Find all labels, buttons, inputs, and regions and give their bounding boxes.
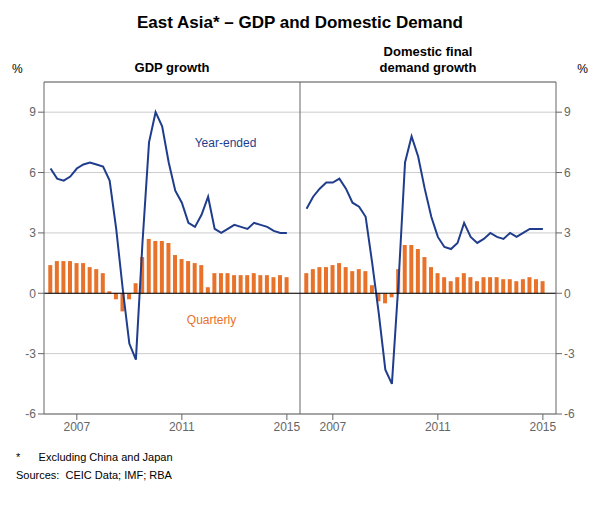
html-text:demand growth: demand growth (379, 60, 477, 75)
svg-text:0: 0 (564, 287, 571, 301)
html-text:GDP growth: GDP growth (134, 60, 210, 75)
svg-text:2007: 2007 (63, 420, 90, 434)
svg-text:2011: 2011 (425, 420, 451, 434)
html-text:Domestic final: Domestic final (383, 44, 473, 59)
svg-text:-6: -6 (564, 407, 575, 421)
svg-text:2007: 2007 (319, 420, 346, 434)
svg-text:9: 9 (29, 105, 36, 119)
svg-text:9: 9 (564, 105, 571, 119)
svg-text:Year-ended: Year-ended (195, 136, 257, 150)
svg-text:6: 6 (564, 166, 571, 180)
svg-text:2015: 2015 (274, 420, 300, 434)
svg-text:-6: -6 (25, 407, 36, 421)
html-text:Sources: CEIC Data; IMF; RBA: Sources: CEIC Data; IMF; RBA (16, 469, 172, 481)
svg-text:Quarterly: Quarterly (187, 313, 236, 327)
svg-text:-3: -3 (564, 347, 575, 361)
svg-text:6: 6 (29, 166, 36, 180)
svg-text:0: 0 (29, 287, 36, 301)
html-text:East Asia* – GDP and Domestic: East Asia* – GDP and Domestic Demand (137, 13, 463, 32)
svg-text:2011: 2011 (169, 420, 195, 434)
svg-text:-3: -3 (25, 347, 36, 361)
svg-text:3: 3 (29, 226, 36, 240)
html-text:* Excluding China and Japan: * Excluding China and Japan (16, 451, 173, 463)
svg-text:3: 3 (564, 226, 571, 240)
svg-text:2015: 2015 (530, 420, 557, 434)
